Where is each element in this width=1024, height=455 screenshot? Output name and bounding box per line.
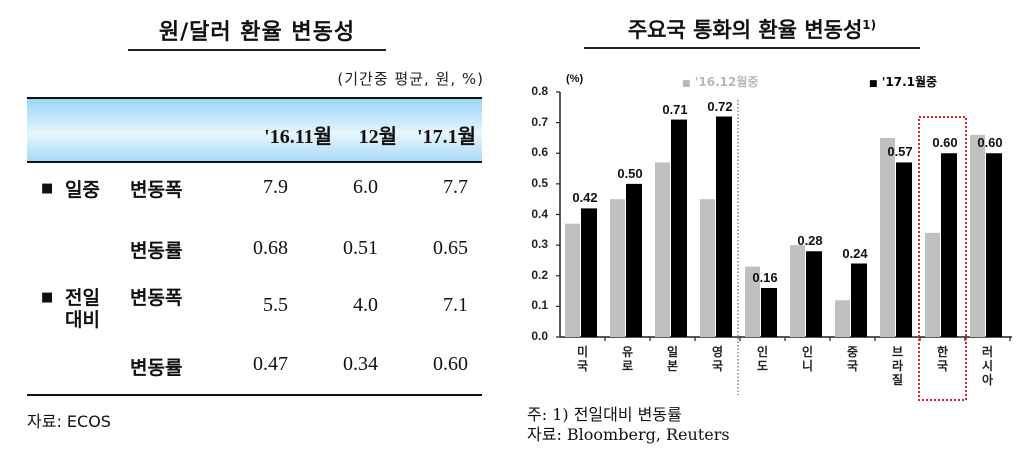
bullet-icon: ■	[41, 181, 54, 196]
chart-footnote: 주: 1) 전일대비 변동률	[527, 405, 682, 424]
table-header: '16.11월 12월 '17.1월	[27, 97, 482, 163]
legend-item-2016-12: ■ '16.12월중	[682, 73, 758, 90]
table-cell: 0.34	[343, 353, 378, 375]
column-header-2017-1: '17.1월	[417, 126, 476, 148]
bar-2017-1	[941, 153, 957, 337]
table-cell: 0.65	[433, 237, 468, 259]
bar-2016-12	[565, 223, 580, 337]
data-label: 0.57	[887, 144, 913, 160]
group-label-day-over-day-line1: 전일	[65, 287, 100, 309]
bar-2017-1	[671, 119, 687, 337]
bar-2017-1	[806, 251, 822, 337]
row-label: 변동률	[130, 240, 183, 262]
bar-2017-1	[851, 263, 867, 337]
chart-source: 자료: Bloomberg, Reuters	[527, 425, 730, 444]
table-cell: 0.60	[433, 353, 468, 375]
legend-swatch-black-icon: ■	[869, 79, 878, 89]
bar-2017-1	[716, 116, 732, 337]
y-tick-label: 0.8	[531, 84, 548, 98]
bar-2016-12	[970, 134, 985, 337]
highlight-box	[918, 116, 967, 401]
bullet-icon: ■	[41, 290, 54, 305]
bar-2016-12	[745, 266, 760, 337]
data-label: 0.24	[842, 245, 868, 261]
y-tick-label: 0.2	[531, 267, 548, 282]
data-label: 0.28	[797, 233, 823, 249]
data-label: 0.42	[572, 190, 598, 206]
bar-2017-1	[626, 183, 642, 337]
y-tick-label: 0.5	[531, 175, 548, 190]
data-label: 0.60	[977, 135, 1003, 151]
column-header-12: 12월	[358, 126, 397, 148]
table-source: 자료: ECOS	[27, 412, 111, 431]
table-cell: 7.7	[443, 176, 468, 198]
y-tick-label: 0.7	[531, 114, 548, 129]
table-cell: 4.0	[353, 294, 378, 316]
legend-item-2017-1: ■ '17.1월중	[869, 73, 937, 90]
row-label: 변동폭	[130, 179, 183, 201]
data-label: 0.16	[752, 270, 778, 285]
y-tick-label: 0.1	[531, 298, 548, 313]
table-title: 원/달러 환율 변동성	[128, 14, 386, 51]
legend-swatch-gray-icon: ■	[682, 79, 691, 89]
chart-title: 주요국 통화의 환율 변동성1)	[584, 14, 920, 49]
bar-2016-12	[655, 162, 670, 337]
bar-2017-1	[761, 288, 777, 337]
bar-2016-12	[835, 300, 850, 337]
unit-note: (기간중 평균, 원, %)	[337, 70, 484, 88]
table-cell: 0.68	[253, 237, 288, 259]
data-label: 0.60	[932, 135, 958, 151]
table-cell: 6.0	[353, 176, 378, 198]
bar-2017-1	[896, 162, 912, 337]
footnote-mark: 1)	[862, 18, 877, 32]
bar-2016-12	[610, 199, 625, 337]
y-tick-label: 0.6	[531, 145, 548, 160]
table-cell: 7.9	[263, 176, 288, 198]
bar-2017-1	[986, 153, 1002, 337]
y-unit-label: (%)	[566, 73, 584, 85]
column-header-2016-11: '16.11월	[264, 126, 332, 148]
bar-2016-12	[880, 137, 895, 337]
legend-label: '16.12월중	[694, 75, 759, 89]
group-label-day-over-day-line2: 대비	[65, 309, 100, 331]
bar-2016-12	[700, 199, 715, 337]
table-cell: 0.47	[253, 353, 288, 375]
bar-2016-12	[790, 245, 805, 337]
table-cell: 0.51	[343, 237, 378, 259]
bar-2017-1	[581, 208, 597, 337]
table-bottom-rule	[27, 394, 482, 396]
y-tick-label: 0.0	[531, 329, 548, 343]
row-label: 변동률	[130, 357, 183, 379]
data-label: 0.50	[617, 165, 643, 181]
table-cell: 5.5	[263, 294, 288, 316]
y-tick-label: 0.3	[531, 237, 548, 252]
chart-notes: 주: 1) 전일대비 변동률 자료: Bloomberg, Reuters	[527, 405, 730, 445]
data-label: 0.72	[707, 98, 733, 114]
bar-2016-12	[925, 232, 940, 337]
legend-label: '17.1월중	[881, 75, 938, 89]
data-label: 0.71	[662, 101, 688, 117]
group-label-intraday: 일중	[65, 179, 100, 201]
table-cell: 7.1	[443, 294, 468, 316]
row-label: 변동폭	[130, 287, 183, 309]
chart-title-text: 주요국 통화의 환율 변동성	[627, 18, 863, 42]
y-tick-label: 0.4	[531, 206, 548, 221]
